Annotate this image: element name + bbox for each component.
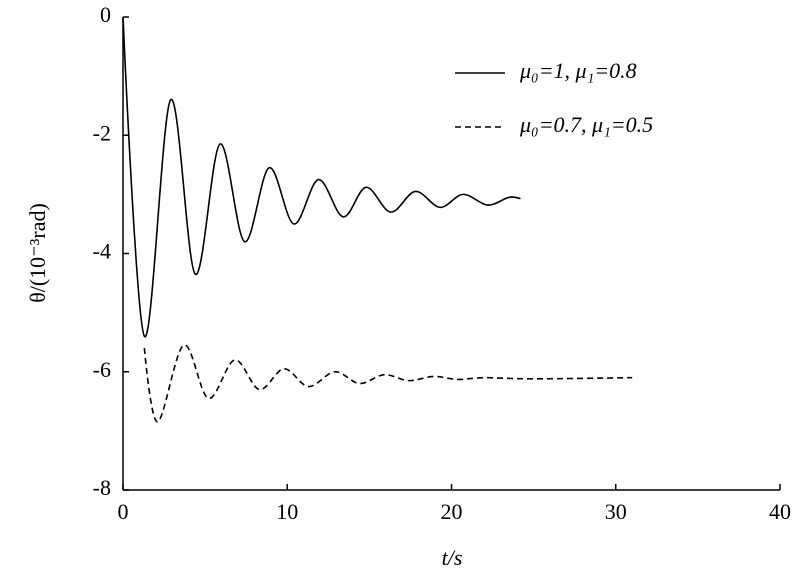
y-tick-label: -2 — [93, 120, 111, 145]
x-tick-label: 30 — [605, 499, 627, 524]
x-tick-label: 10 — [276, 499, 298, 524]
y-tick-label: -8 — [93, 475, 111, 500]
legend-label: μ₀=1, μ₁=0.8 — [519, 58, 637, 83]
x-tick-label: 40 — [769, 499, 791, 524]
data-line — [122, 16, 521, 338]
x-tick-label: 20 — [441, 499, 463, 524]
y-tick-label: -4 — [93, 239, 111, 264]
legend-label: μ₀=0.7, μ₁=0.5 — [519, 112, 653, 137]
x-axis-label: t/s — [442, 545, 463, 570]
y-tick-label: -6 — [93, 357, 111, 382]
x-tick-label: 0 — [118, 499, 129, 524]
y-axis-label: θ/(10⁻³rad) — [25, 203, 50, 303]
data-line — [143, 344, 633, 423]
y-tick-label: 0 — [100, 2, 111, 27]
